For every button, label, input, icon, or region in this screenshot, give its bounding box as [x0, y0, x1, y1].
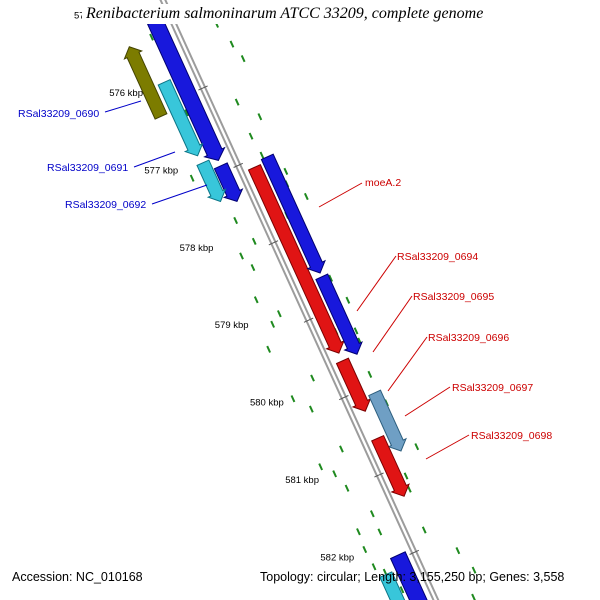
minor-feature-dash [328, 274, 334, 282]
gene-label[interactable]: RSal33209_0692 [65, 199, 146, 211]
minor-feature-dash [283, 167, 289, 176]
minor-feature-dash [377, 528, 383, 536]
minor-feature-dash [233, 216, 239, 225]
gene-label-line [104, 100, 142, 113]
axis-tick-label: 577 kbp [144, 165, 178, 176]
axis-tick-label: 576 kbp [109, 88, 143, 99]
axis-tick-label: 578 kbp [180, 243, 214, 254]
minor-feature-dash [189, 174, 195, 182]
gene-label[interactable]: RSal33209_0695 [413, 291, 494, 303]
gene-label[interactable]: RSal33209_0690 [18, 108, 99, 120]
minor-feature-dash [353, 327, 359, 335]
minor-feature-dash [266, 345, 272, 353]
gene-arrow-RSal33209_0691[interactable] [157, 78, 204, 157]
minor-feature-dash [421, 526, 427, 534]
minor-feature-dash [310, 374, 315, 382]
minor-feature-dash [362, 545, 368, 554]
gene-arrow-gene-unlabeled-4[interactable] [379, 571, 421, 600]
minor-feature-dash [257, 113, 263, 121]
minor-feature-dash [344, 484, 350, 492]
gene-label[interactable]: RSal33209_0694 [397, 251, 478, 263]
axis-tick-label: 580 kbp [250, 398, 284, 409]
genome-summary-text: Topology: circular; Length: 3,155,250 bp… [260, 570, 565, 584]
axis-tick-label: 582 kbp [320, 552, 354, 563]
minor-feature-dash [234, 98, 240, 106]
gene-label-line [151, 184, 208, 205]
minor-feature-dash [259, 151, 265, 159]
minor-feature-dash [471, 566, 477, 574]
minor-feature-dash [356, 528, 361, 536]
axis-tick-mark [233, 162, 244, 168]
gene-arrow-RSal33209_0694[interactable] [260, 153, 326, 274]
axis-tick-mark [268, 240, 279, 246]
gene-label-line [318, 182, 363, 208]
minor-feature-dash [345, 296, 351, 304]
gene-label-line [372, 295, 413, 353]
gene-label[interactable]: RSal33209_0691 [47, 162, 128, 174]
gene-label-line [387, 336, 428, 392]
minor-feature-dash [239, 252, 244, 260]
gene-arrow-RSal33209_0690[interactable] [123, 46, 168, 120]
accession-text: Accession: NC_010168 [12, 570, 143, 584]
gene-label-line [404, 386, 451, 417]
minor-feature-dash [399, 586, 405, 594]
minor-feature-dash [339, 445, 344, 453]
minor-feature-dash [253, 296, 259, 304]
minor-feature-dash [371, 563, 377, 571]
minor-feature-dash [403, 472, 409, 480]
axis-tick-mark [409, 549, 420, 555]
gene-arrow-RSal33209_0697[interactable] [368, 389, 407, 452]
minor-feature-dash [250, 263, 256, 272]
minor-feature-dash [149, 33, 154, 41]
gene-label-line [425, 434, 470, 460]
axis-tick-mark [338, 395, 349, 401]
minor-feature-dash [240, 54, 246, 63]
gene-arrow-RSal33209_0696[interactable] [335, 357, 372, 412]
gene-label[interactable]: RSal33209_0698 [471, 430, 552, 442]
gene-label-line [133, 151, 176, 168]
gene-arrow-gene-unlabeled-3[interactable] [389, 551, 438, 600]
genome-axis-line [164, 0, 440, 600]
gene-arrow-moeA.2[interactable] [247, 164, 345, 354]
minor-feature-dash [248, 132, 254, 140]
gene-arrow-RSal33209_0695[interactable] [315, 273, 363, 355]
axis-tick-mark [198, 85, 208, 91]
minor-feature-dash [318, 463, 324, 471]
minor-feature-dash [471, 593, 476, 600]
gene-label[interactable]: moeA.2 [365, 177, 401, 189]
minor-feature-dash [414, 443, 420, 451]
gene-arrow-gene-unlabeled-2[interactable] [213, 162, 244, 203]
axis-tick-mark [374, 472, 384, 478]
gene-label[interactable]: RSal33209_0696 [428, 332, 509, 344]
minor-feature-dash [455, 546, 461, 555]
axis-tick-label: 579 kbp [215, 320, 249, 331]
gene-arrow-RSal33209_0692[interactable] [196, 159, 227, 203]
minor-feature-dash [276, 310, 282, 318]
minor-feature-dash [290, 395, 296, 403]
minor-feature-dash [303, 192, 309, 201]
minor-feature-dash [367, 370, 373, 379]
gene-label[interactable]: RSal33209_0697 [452, 382, 533, 394]
minor-feature-dash [184, 109, 190, 117]
gene-arrow-RSal33209_0698[interactable] [371, 434, 410, 497]
minor-feature-dash [369, 510, 375, 518]
minor-feature-dash [229, 40, 235, 48]
minor-feature-dash [308, 405, 314, 413]
minor-feature-dash [332, 470, 338, 478]
gene-arrow-gene-unlabeled-1[interactable] [147, 17, 226, 161]
minor-feature-dash [270, 320, 276, 328]
minor-feature-dash [251, 237, 257, 246]
gene-label-line [356, 255, 397, 312]
genome-title: Renibacterium salmoninarum ATCC 33209, c… [82, 4, 488, 24]
axis-tick-mark [303, 317, 314, 323]
genome-axis-line [159, 0, 435, 600]
axis-tick-label: 581 kbp [285, 475, 319, 486]
